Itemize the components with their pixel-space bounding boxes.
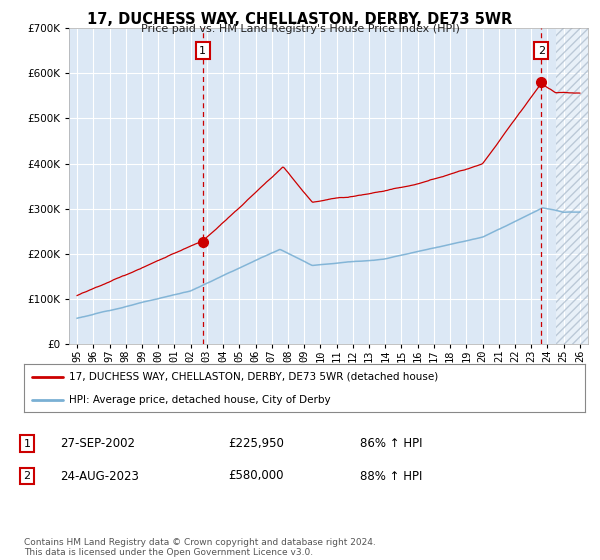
Text: 1: 1 xyxy=(23,438,31,449)
Text: £580,000: £580,000 xyxy=(228,469,284,483)
Text: 24-AUG-2023: 24-AUG-2023 xyxy=(60,469,139,483)
Text: 86% ↑ HPI: 86% ↑ HPI xyxy=(360,437,422,450)
Text: 2: 2 xyxy=(23,471,31,481)
Text: Price paid vs. HM Land Registry's House Price Index (HPI): Price paid vs. HM Land Registry's House … xyxy=(140,24,460,34)
Text: 88% ↑ HPI: 88% ↑ HPI xyxy=(360,469,422,483)
Text: 27-SEP-2002: 27-SEP-2002 xyxy=(60,437,135,450)
Text: 1: 1 xyxy=(199,45,206,55)
Bar xyxy=(556,28,588,344)
Text: £225,950: £225,950 xyxy=(228,437,284,450)
Text: Contains HM Land Registry data © Crown copyright and database right 2024.
This d: Contains HM Land Registry data © Crown c… xyxy=(24,538,376,557)
Text: 17, DUCHESS WAY, CHELLASTON, DERBY, DE73 5WR: 17, DUCHESS WAY, CHELLASTON, DERBY, DE73… xyxy=(88,12,512,27)
Text: 17, DUCHESS WAY, CHELLASTON, DERBY, DE73 5WR (detached house): 17, DUCHESS WAY, CHELLASTON, DERBY, DE73… xyxy=(69,372,438,382)
Text: HPI: Average price, detached house, City of Derby: HPI: Average price, detached house, City… xyxy=(69,395,331,405)
Bar xyxy=(556,28,588,344)
Text: 2: 2 xyxy=(538,45,545,55)
